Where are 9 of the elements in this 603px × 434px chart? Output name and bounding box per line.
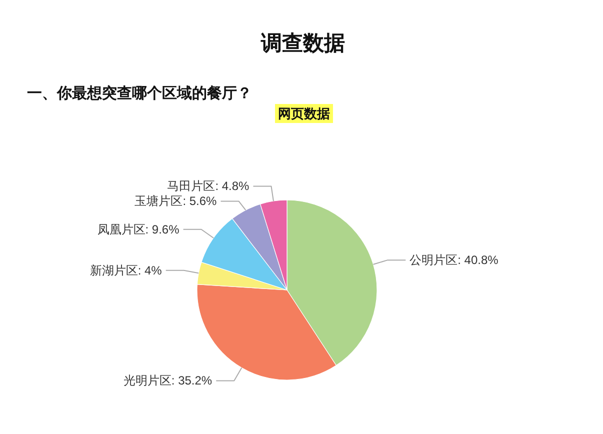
data-label: 凤凰片区: 9.6% (97, 222, 180, 236)
data-label: 新湖片区: 4% (90, 263, 162, 278)
title: 调查数据 (261, 32, 345, 55)
subtitle: 一、你最想突查哪个区域的餐厅？ (27, 85, 252, 102)
data-label: 光明片区: 35.2% (123, 374, 212, 388)
annotation: 网页数据 (275, 104, 333, 123)
data-label: 玉塘片区: 5.6% (134, 194, 217, 208)
data-label: 公明片区: 40.8% (410, 253, 498, 268)
data-label: 马田片区: 4.8% (167, 179, 250, 194)
